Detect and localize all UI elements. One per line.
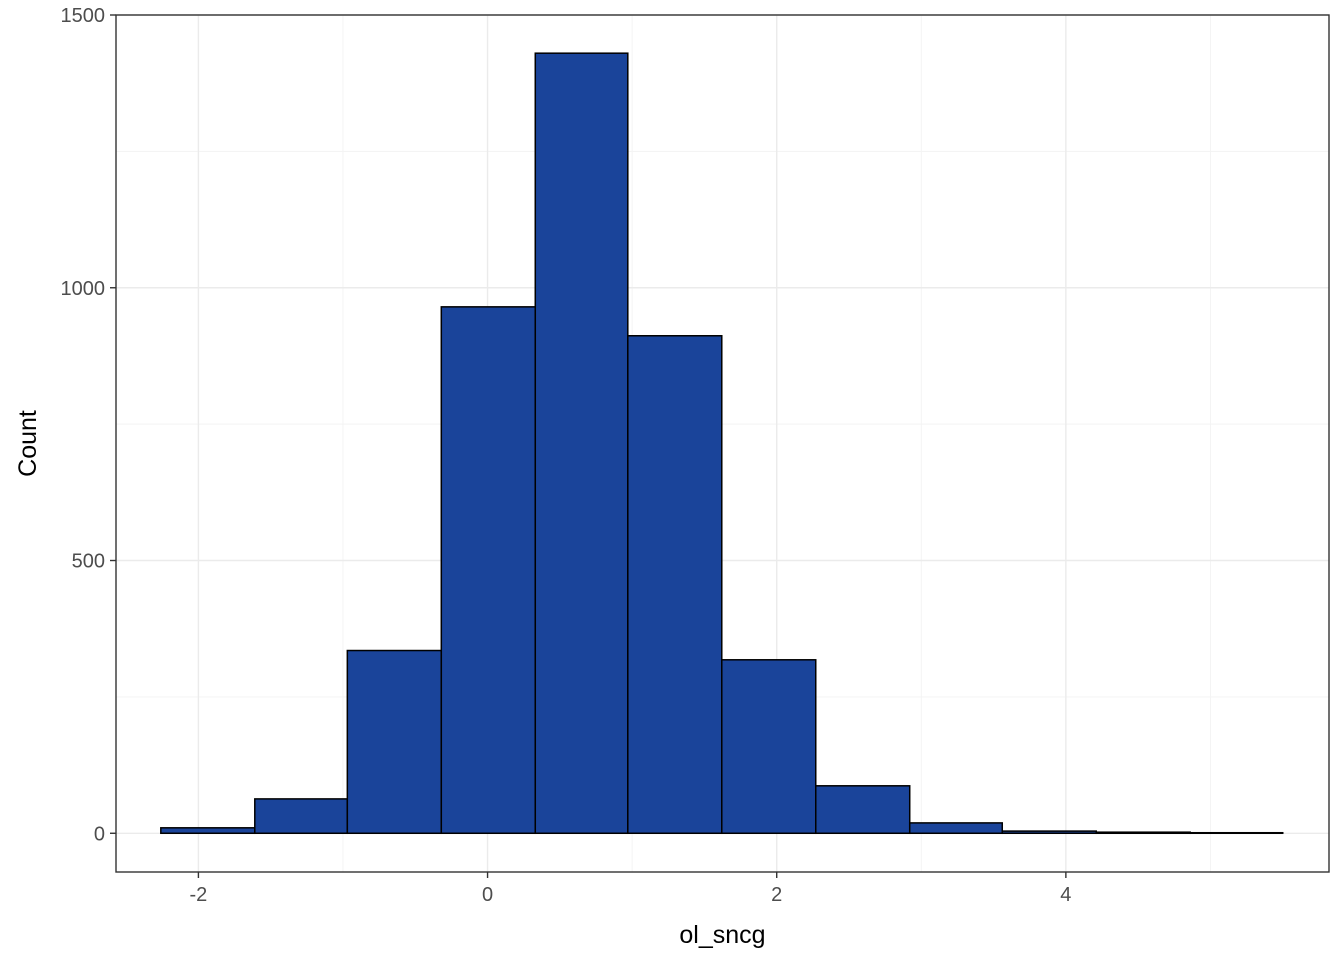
histogram-bar [815,785,911,835]
histogram-bar [534,52,629,835]
histogram-bar [1095,831,1191,835]
y-axis-title: Count [14,410,42,477]
x-tick-label: -2 [190,884,208,906]
x-tick-label: 0 [482,884,493,906]
axis-ticks: -2 0 2 4 0 500 1000 1500 [61,5,1072,906]
histogram-bar [908,822,1004,835]
panel-border [115,14,1330,873]
x-axis-title: ol_sncg [679,921,765,949]
histogram-bar [721,659,817,835]
y-tick-label: 0 [94,823,105,845]
histogram-bars [160,52,1284,835]
y-tick-label: 500 [72,551,105,573]
histogram-bar [1001,830,1097,835]
y-tick-label: 1000 [61,278,106,300]
x-tick-label: 4 [1060,884,1071,906]
histogram-bar [346,649,443,835]
y-tick-label: 1500 [61,5,106,27]
histogram-bar [160,827,256,835]
histogram-bar [440,306,537,835]
histogram-bar [254,798,349,835]
histogram-bar [627,335,723,835]
histogram-bar [1189,831,1284,835]
x-tick-label: 2 [771,884,782,906]
